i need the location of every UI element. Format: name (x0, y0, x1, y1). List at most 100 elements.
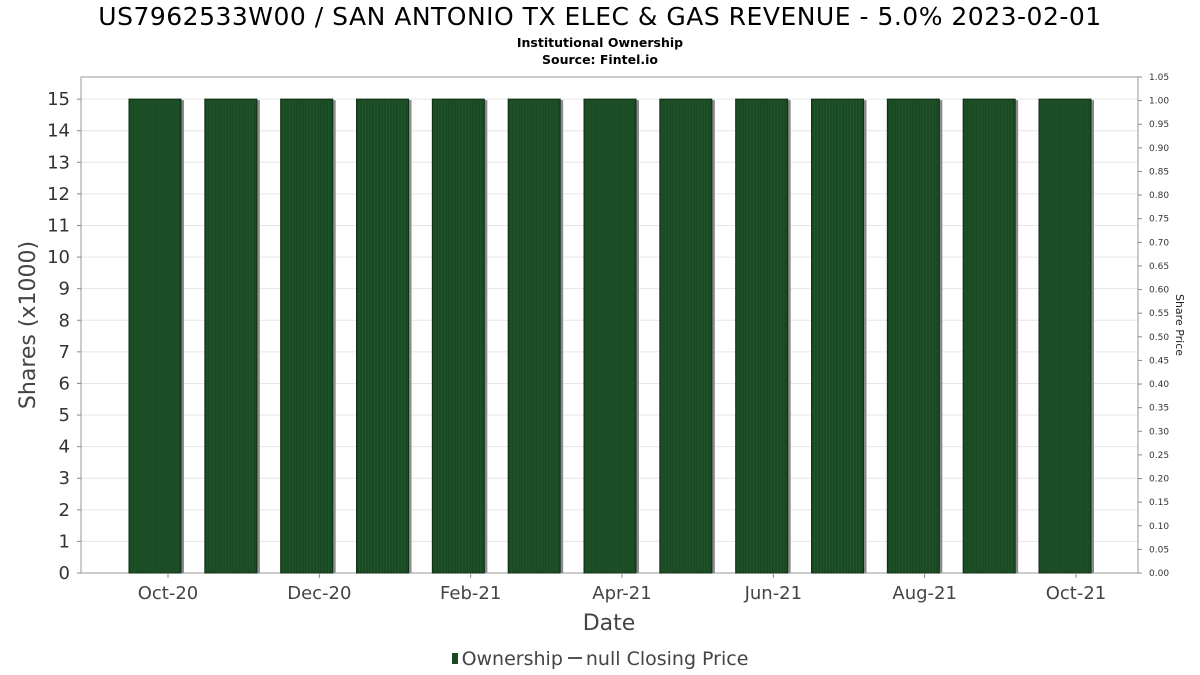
ownership-bar (431, 98, 488, 574)
bar-body (583, 98, 637, 574)
ownership-bar (735, 98, 791, 574)
right-tick-label: 0.25 (1149, 451, 1169, 461)
x-tick-label: Jun-21 (744, 583, 803, 604)
legend-ownership-label: Ownership (461, 648, 563, 670)
ownership-bar (280, 98, 336, 574)
bar-body (1038, 98, 1092, 574)
x-tick-label: Feb-21 (440, 583, 501, 604)
bar-shadow (560, 100, 564, 573)
legend-item-closing-price: null Closing Price (563, 648, 749, 670)
chart-source: Source: Fintel.io (542, 52, 658, 67)
left-tick-label: 14 (47, 121, 70, 142)
bar-body (811, 98, 864, 574)
right-tick-label: 0.70 (1149, 238, 1169, 248)
right-tick-label: 0.60 (1149, 286, 1169, 296)
ownership-bar (886, 98, 943, 574)
x-tick-label: Aug-21 (892, 583, 957, 604)
bar-shadow (787, 100, 791, 573)
left-tick-label: 2 (59, 500, 70, 521)
ownership-swatch (451, 653, 458, 664)
bar-body (431, 98, 485, 574)
ownership-bar (583, 98, 639, 574)
left-tick-label: 8 (59, 310, 70, 331)
bar-shadow (1015, 100, 1019, 573)
right-tick-label: 0.40 (1149, 380, 1169, 390)
bar-shadow (181, 100, 184, 573)
legend-item-ownership: Ownership (451, 648, 563, 670)
left-tick-label: 5 (59, 405, 70, 426)
bar-body (356, 98, 409, 574)
right-tick-label: 0.75 (1149, 215, 1169, 225)
left-tick-label: 13 (47, 152, 70, 173)
right-tick-label: 0.00 (1149, 569, 1169, 579)
right-tick-label: 0.30 (1149, 427, 1169, 437)
legend-closing-price-label: null Closing Price (585, 648, 749, 670)
ownership-bar (962, 98, 1019, 574)
x-tick-label: Apr-21 (592, 583, 651, 604)
bar-shadow (1091, 100, 1094, 573)
bar-shadow (939, 100, 943, 573)
right-tick-label: 0.85 (1149, 167, 1169, 177)
left-tick-label: 0 (59, 563, 70, 584)
right-tick-label: 1.00 (1149, 97, 1169, 107)
right-tick-label: 0.50 (1149, 333, 1169, 343)
bar-body (128, 98, 182, 574)
right-tick-label: 0.45 (1149, 356, 1169, 366)
chart-title: US7962533W00 / SAN ANTONIO TX ELEC & GAS… (98, 2, 1102, 31)
right-tick-label: 0.90 (1149, 144, 1169, 154)
left-tick-label: 1 (59, 531, 70, 552)
right-tick-label: 0.05 (1149, 545, 1169, 555)
bar-shadow (256, 100, 260, 573)
left-tick-label: 4 (59, 437, 70, 458)
right-axis-ticks: 0.00 0.05 0.10 0.15 0.20 0.25 0.30 0.35 0.40 0.45… (1138, 73, 1169, 579)
left-tick-label: 15 (47, 89, 70, 110)
left-tick-label: 7 (59, 342, 70, 363)
bar-shadow (636, 100, 639, 573)
bar-body (886, 98, 940, 574)
bar-shadow (408, 100, 412, 573)
right-tick-label: 0.20 (1149, 475, 1169, 485)
left-tick-label: 12 (47, 184, 70, 205)
right-tick-label: 1.05 (1149, 73, 1169, 83)
y-axis-label: Shares (x1000) (16, 241, 41, 409)
bar-shadow (863, 100, 867, 573)
ownership-bar (128, 98, 184, 574)
bar-body (204, 98, 258, 574)
bar-shadow (484, 100, 488, 573)
right-tick-label: 0.15 (1149, 498, 1169, 508)
bar-body (735, 98, 789, 574)
left-tick-label: 6 (59, 373, 70, 394)
ownership-bar (1038, 98, 1094, 574)
left-tick-label: 11 (47, 215, 70, 236)
x-axis-label: Date (583, 611, 636, 636)
right-tick-label: 0.55 (1149, 309, 1169, 319)
ownership-bars (128, 98, 1094, 574)
ownership-bar (811, 98, 867, 574)
bar-body (962, 98, 1016, 574)
bar-shadow (332, 100, 336, 573)
x-tick-label: Oct-21 (1046, 583, 1107, 604)
right-tick-label: 0.95 (1149, 120, 1169, 130)
x-tick-label: Oct-20 (138, 583, 199, 604)
right-tick-label: 0.65 (1149, 262, 1169, 272)
ownership-bar (356, 98, 412, 574)
right-tick-label: 0.35 (1149, 404, 1169, 414)
ownership-bar (204, 98, 260, 574)
left-tick-label: 9 (59, 279, 70, 300)
ownership-bar (507, 98, 564, 574)
left-tick-label: 10 (47, 247, 70, 268)
bar-shadow (711, 100, 715, 573)
right-axis-label: Share Price (1173, 294, 1186, 356)
right-tick-label: 0.80 (1149, 191, 1169, 201)
x-axis-ticks: Oct-20 Dec-20 Feb-21 Apr-21 Jun-21 Aug-21 Oct-… (138, 573, 1107, 604)
chart-subtitle: Institutional Ownership (516, 35, 684, 50)
bar-body (507, 98, 561, 574)
legend: Ownership null Closing Price (0, 648, 1200, 670)
bar-body (280, 98, 334, 574)
closing-price-swatch (567, 657, 582, 659)
left-tick-label: 3 (59, 468, 70, 489)
ownership-bar (659, 98, 715, 574)
x-tick-label: Dec-20 (287, 583, 351, 604)
